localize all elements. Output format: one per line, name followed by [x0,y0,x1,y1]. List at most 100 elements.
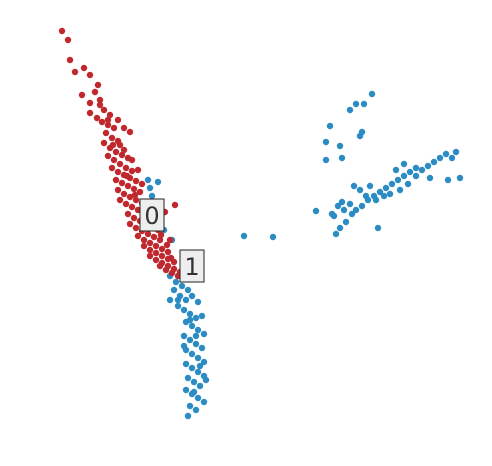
data-point [334,202,342,210]
data-point [188,322,196,330]
data-point [186,336,194,344]
data-point [444,176,452,184]
data-point [126,220,134,228]
data-point [400,172,408,180]
data-point [192,406,200,414]
data-point [78,91,86,99]
data-point [164,248,172,256]
data-point [109,141,117,149]
data-point [426,174,434,182]
data-point [131,191,139,199]
data-point [120,190,128,198]
data-point [94,81,102,89]
data-point [342,218,350,226]
data-point [146,252,154,260]
data-point [194,354,202,362]
data-point [71,68,79,76]
data-point [112,148,120,156]
data-point [186,402,194,410]
data-point [168,269,176,277]
data-point [338,154,346,162]
data-point [388,180,396,188]
data-point [120,124,128,132]
data-point [200,330,208,338]
data-point [152,249,160,257]
data-point [452,148,460,156]
data-point [190,388,198,396]
data-point [312,207,320,215]
data-point [192,340,200,348]
data-point [194,326,202,334]
data-point [136,188,144,196]
data-point [184,286,192,294]
data-point [418,166,426,174]
data-point [380,192,388,200]
data-point [182,360,190,368]
data-point [130,214,138,222]
data-point [124,210,132,218]
data-point [186,310,194,318]
data-point [100,139,108,147]
data-point [144,230,152,238]
data-point [448,154,456,162]
data-point [352,100,360,108]
data-point [366,182,374,190]
data-point [430,158,438,166]
data-point [80,64,88,72]
data-point [362,192,370,200]
data-point [140,242,148,250]
data-point [269,233,277,241]
data-point [188,364,196,372]
data-point [336,224,344,232]
data-point [104,116,112,124]
cluster-label-text: 0 [144,202,159,230]
data-point [156,262,164,270]
data-point [128,156,136,164]
data-point [166,296,174,304]
data-point [376,188,384,196]
data-point [188,292,196,300]
data-point [196,362,204,370]
data-point [194,394,202,402]
data-point [336,142,344,150]
data-point [132,177,140,185]
data-point [110,156,118,164]
data-point [436,154,444,162]
data-point [146,184,154,192]
data-point [382,184,390,192]
data-point [86,109,94,117]
data-point [322,138,330,146]
data-point [404,180,412,188]
data-point [116,160,124,168]
data-point [456,174,464,182]
data-point [180,306,188,314]
data-point [240,232,248,240]
data-point [182,386,190,394]
data-point [158,245,166,253]
data-point [112,176,120,184]
data-point [174,296,182,304]
data-point [100,106,108,114]
data-point [184,412,192,420]
data-point [346,106,354,114]
data-point [128,203,136,211]
data-point [180,342,188,350]
data-point [104,121,112,129]
data-point [120,146,128,154]
data-point [332,230,340,238]
data-point [330,212,338,220]
series-0 [58,27,190,280]
data-point [146,246,154,254]
data-point [106,111,114,119]
data-point [108,134,116,142]
data-point [358,202,366,210]
data-point [196,382,204,390]
data-point [118,179,126,187]
data-point [114,116,122,124]
data-point [86,71,94,79]
data-point [122,200,130,208]
data-point [126,128,134,136]
data-point [346,200,354,208]
data-point [132,224,140,232]
